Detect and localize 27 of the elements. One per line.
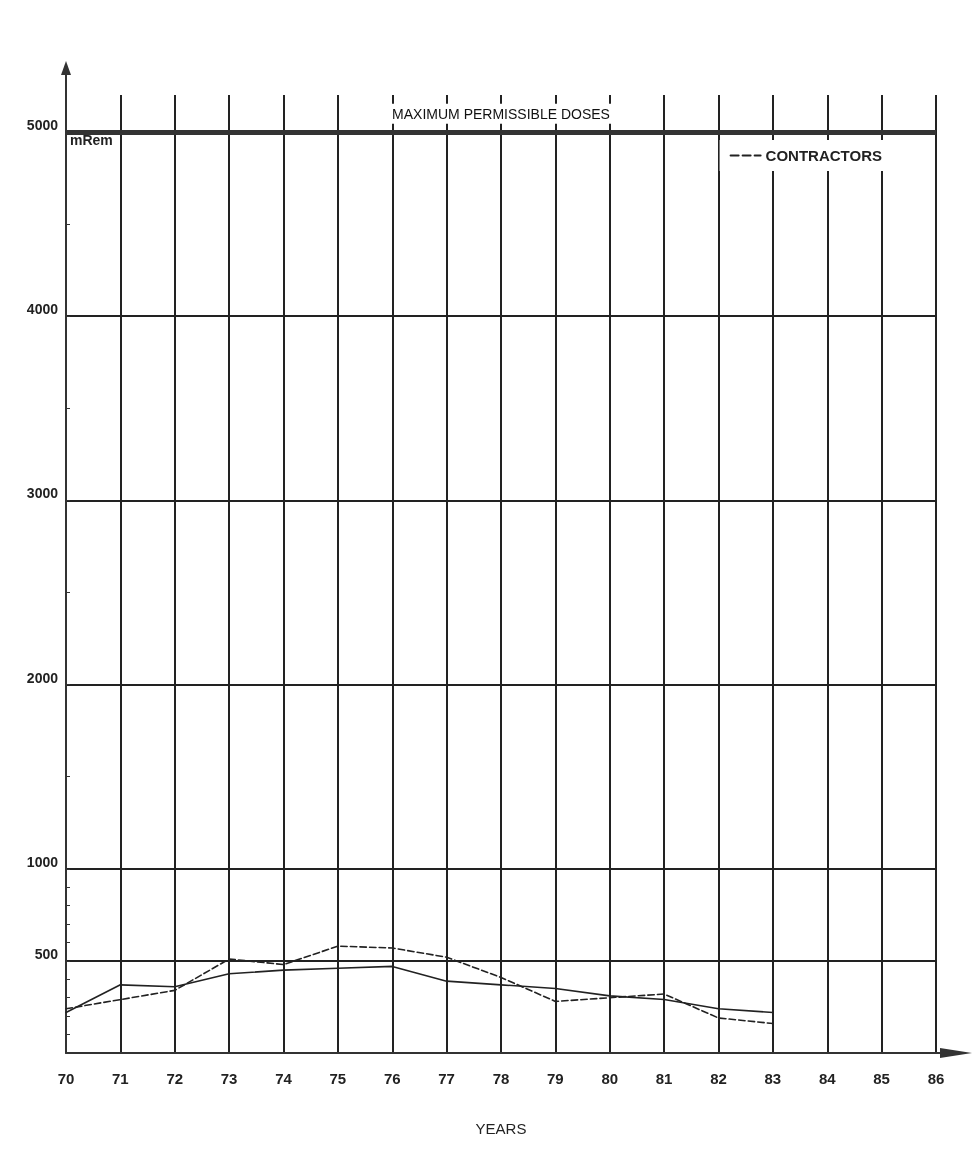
x-tick-label: 74 [275, 1070, 293, 1087]
x-tick-label: 84 [818, 1070, 837, 1087]
x-tick-label: 83 [764, 1070, 782, 1087]
x-tick-label: 81 [655, 1070, 673, 1087]
x-tick-label: 76 [383, 1070, 401, 1087]
ref-line-label: MAXIMUM PERMISSIBLE DOSES [392, 105, 610, 122]
x-tick-label: 86 [927, 1070, 945, 1087]
x-tick-label: 77 [438, 1070, 455, 1087]
y-tick-label: 4000 [26, 301, 59, 318]
x-tick-label: 85 [873, 1070, 890, 1087]
x-tick-label: 72 [166, 1070, 184, 1087]
x-tick-label: 71 [112, 1070, 129, 1087]
x-tick-label: 70 [57, 1070, 75, 1087]
x-tick-label: 80 [601, 1070, 619, 1087]
y-tick-label: 3000 [26, 485, 59, 502]
y-axis-title: mRem [70, 132, 113, 148]
x-tick-label: 73 [220, 1070, 238, 1087]
x-tick-label: 78 [492, 1070, 510, 1087]
x-tick-label: 82 [710, 1070, 727, 1087]
x-tick-label: 79 [547, 1070, 564, 1087]
y-tick-label: 5000 [26, 116, 59, 133]
x-tick-label: 75 [329, 1070, 347, 1087]
y-tick-label: 500 [34, 945, 59, 962]
legend-label: CONTRACTORS [765, 147, 882, 164]
x-axis-title: YEARS [475, 1120, 527, 1137]
y-tick-label: 2000 [26, 669, 59, 686]
y-tick-label: 1000 [26, 853, 59, 870]
